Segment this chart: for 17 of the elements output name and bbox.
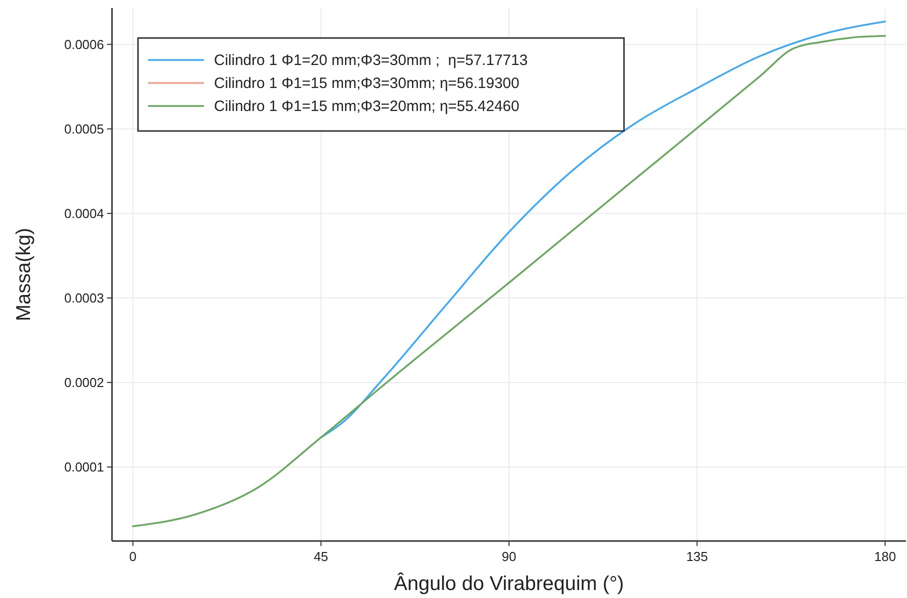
y-tick-label: 0.0005 bbox=[64, 121, 104, 136]
x-tick-label: 135 bbox=[686, 549, 708, 564]
y-tick-label: 0.0002 bbox=[64, 374, 104, 390]
x-tick-label: 180 bbox=[874, 549, 896, 564]
line-series bbox=[132, 34, 886, 528]
y-tick-label: 0.0001 bbox=[64, 460, 104, 475]
x-tick-label: 45 bbox=[314, 549, 328, 564]
legend-label: Cilindro 1 Φ1=15 mm;Φ3=30mm; η=56.19300 bbox=[214, 75, 520, 92]
y-tick-label: 0.0003 bbox=[64, 290, 104, 306]
legend-label: Cilindro 1 Φ1=20 mm;Φ3=30mm ; η=57.17713 bbox=[214, 52, 528, 69]
legend-label: Cilindro 1 Φ1=15 mm;Φ3=20mm; η=55.42460 bbox=[214, 98, 520, 115]
y-axis-title: Massa(kg) bbox=[13, 228, 35, 322]
y-tick-label: 0.0006 bbox=[64, 36, 104, 52]
x-tick-label: 90 bbox=[502, 549, 516, 564]
x-axis-title: Ângulo do Virabrequim (°) bbox=[394, 572, 624, 595]
x-tick-label: 0 bbox=[129, 549, 137, 564]
y-tick-label: 0.0004 bbox=[64, 206, 104, 221]
